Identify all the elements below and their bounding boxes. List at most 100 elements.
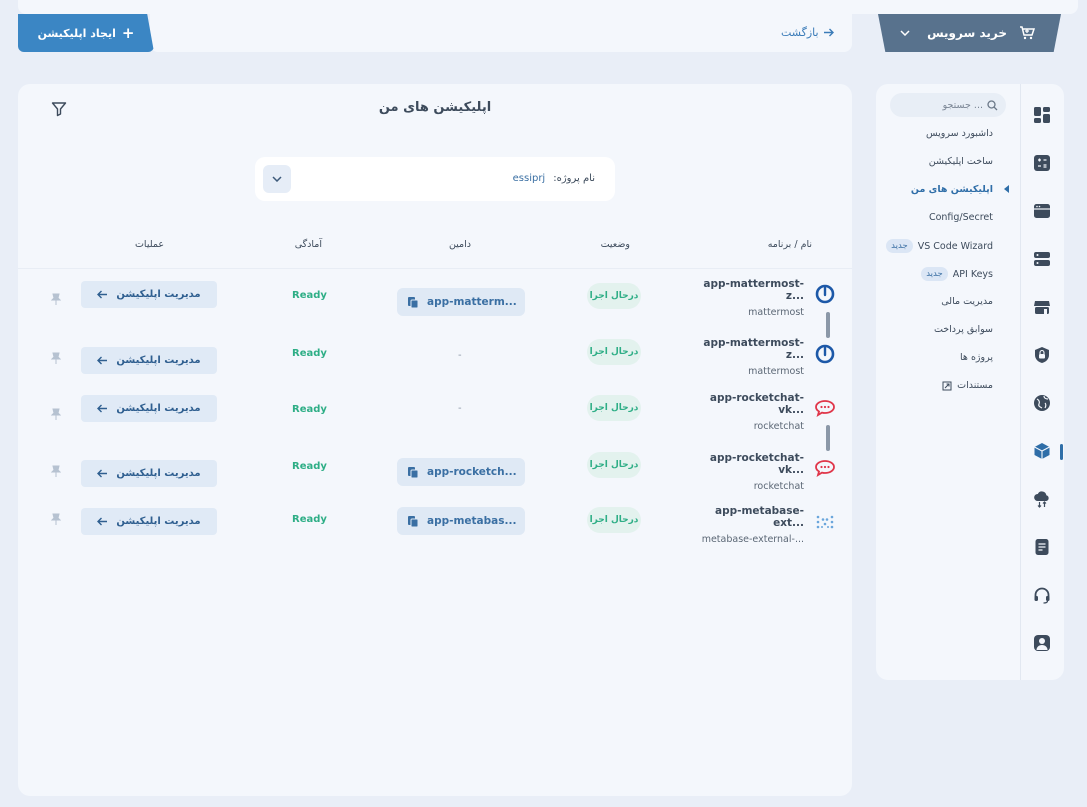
arrow-left-icon [97,356,108,365]
status-badge: درحال اجرا [587,452,641,478]
readiness-value: Ready [292,348,327,359]
server-icon[interactable] [1033,250,1051,268]
back-label: بازگشت [781,26,819,39]
rail-active-indicator [1060,444,1063,460]
table-row-name[interactable]: app-metabase-ext... metabase-external-..… [701,505,804,545]
create-app-label: ایجاد اپلیکیشن [37,26,116,40]
copy-icon [408,296,419,308]
arrow-left-icon [97,469,108,478]
pin-icon[interactable] [51,465,61,477]
table-row-name[interactable]: app-rocketchat-vk... rocketchat [709,452,804,492]
pin-icon[interactable] [51,352,61,364]
arrow-right-icon [823,28,834,37]
mattermost-icon [815,344,835,364]
calculator-icon[interactable] [1033,154,1051,172]
cube-icon[interactable] [1033,442,1051,460]
manage-app-button[interactable]: مدیریت اپلیکیشن [81,460,217,487]
copy-icon [408,466,419,478]
domain-link[interactable]: app-metabas... [397,507,525,535]
new-badge: جدید [886,239,913,253]
status-badge: درحال اجرا [587,283,641,309]
readiness-value: Ready [292,404,327,415]
shield-lock-icon[interactable] [1033,346,1051,364]
project-value: essiprj [512,173,546,184]
external-link-icon [942,381,952,390]
table-row-name[interactable]: app-mattermost-z... mattermost [703,278,804,318]
link-connector [826,312,830,338]
col-header-status: وضعیت [600,239,630,250]
search-icon [987,99,998,110]
status-badge: درحال اجرا [587,395,641,421]
chevron-down-icon [900,30,910,36]
copy-icon [408,515,419,527]
new-badge: جدید [921,267,948,281]
col-header-domain: دامین [448,239,471,250]
manage-app-button[interactable]: مدیریت اپلیکیشن [81,347,217,374]
sidebar-item-docs[interactable]: مستندات [942,380,993,391]
search-placeholder: جستجو ... [942,99,983,111]
status-badge: درحال اجرا [587,339,641,365]
sidebar: جستجو ... داشبورد سرویس ساخت اپلیکیشن اپ… [876,84,1064,680]
manage-app-button[interactable]: مدیریت اپلیکیشن [81,395,217,422]
sidebar-item-api-keys[interactable]: API Keys جدید [921,267,993,281]
back-bar [150,14,852,52]
manage-app-button[interactable]: مدیریت اپلیکیشن [81,508,217,535]
user-icon[interactable] [1033,634,1051,652]
plus-icon: + [121,24,135,42]
page-title: اپلیکیشن های من [378,100,492,115]
chevron-down-icon [272,176,282,182]
mattermost-icon [815,284,835,304]
back-link[interactable]: بازگشت [781,26,834,39]
readiness-value: Ready [292,461,327,472]
sidebar-item-config-secret[interactable]: Config/Secret [928,212,993,223]
globe-icon[interactable] [1033,394,1051,412]
readiness-value: Ready [292,290,327,301]
table-row-name[interactable]: app-rocketchat-vk... rocketchat [709,392,804,432]
pin-icon[interactable] [51,408,61,420]
buy-service-label: خرید سرویس [927,26,1007,40]
arrow-left-icon [97,404,108,413]
dashboard-icon[interactable] [1033,106,1051,124]
top-strip [18,0,1078,14]
browser-icon[interactable] [1033,202,1051,220]
filter-icon[interactable] [51,101,67,117]
link-connector [826,425,830,451]
domain-empty: - [458,350,462,361]
headset-icon[interactable] [1033,586,1051,604]
sidebar-search[interactable]: جستجو ... [890,93,1006,117]
col-header-actions: عملیات [134,239,164,250]
sidebar-item-payment-history[interactable]: سوابق پرداخت [933,324,993,335]
arrow-left-icon [97,290,108,299]
domain-link[interactable]: app-rocketch... [397,458,525,486]
readiness-value: Ready [292,514,327,525]
rocketchat-icon [815,460,835,477]
sidebar-item-create-app[interactable]: ساخت اپلیکیشن [928,156,993,167]
domain-empty: - [458,403,462,414]
cart-icon [1020,26,1035,40]
buy-service-button[interactable]: خرید سرویس [878,14,1061,52]
store-icon[interactable] [1033,298,1051,316]
apps-panel: اپلیکیشن های من نام پروژه: essiprj نام /… [18,84,852,796]
metabase-icon [816,515,834,529]
col-header-readiness: آمادگی [294,239,322,250]
domain-link[interactable]: app-matterm... [397,288,525,316]
project-dropdown-toggle[interactable] [263,165,291,193]
table-row-name[interactable]: app-mattermost-z... mattermost [703,337,804,377]
pin-icon[interactable] [51,513,61,525]
sidebar-item-my-apps[interactable]: اپلیکیشن های من [910,184,993,195]
create-app-button[interactable]: + ایجاد اپلیکیشن [18,14,154,52]
rail-divider [1020,84,1021,680]
cloud-sync-icon[interactable] [1033,490,1051,508]
project-selector[interactable]: نام پروژه: essiprj [255,157,615,201]
active-indicator-arrow [1004,185,1009,193]
manage-app-button[interactable]: مدیریت اپلیکیشن [81,281,217,308]
sidebar-item-projects[interactable]: پروژه ها [960,352,993,363]
pin-icon[interactable] [51,293,61,305]
sidebar-item-financial[interactable]: مدیریت مالی [941,296,993,307]
sidebar-item-vscode-wizard[interactable]: VS Code Wizard جدید [886,239,993,253]
sidebar-item-service-dashboard[interactable]: داشبورد سرویس [926,128,993,139]
project-label: نام پروژه: [553,173,595,184]
arrow-left-icon [97,517,108,526]
header-divider [18,268,852,269]
document-icon[interactable] [1033,538,1051,556]
